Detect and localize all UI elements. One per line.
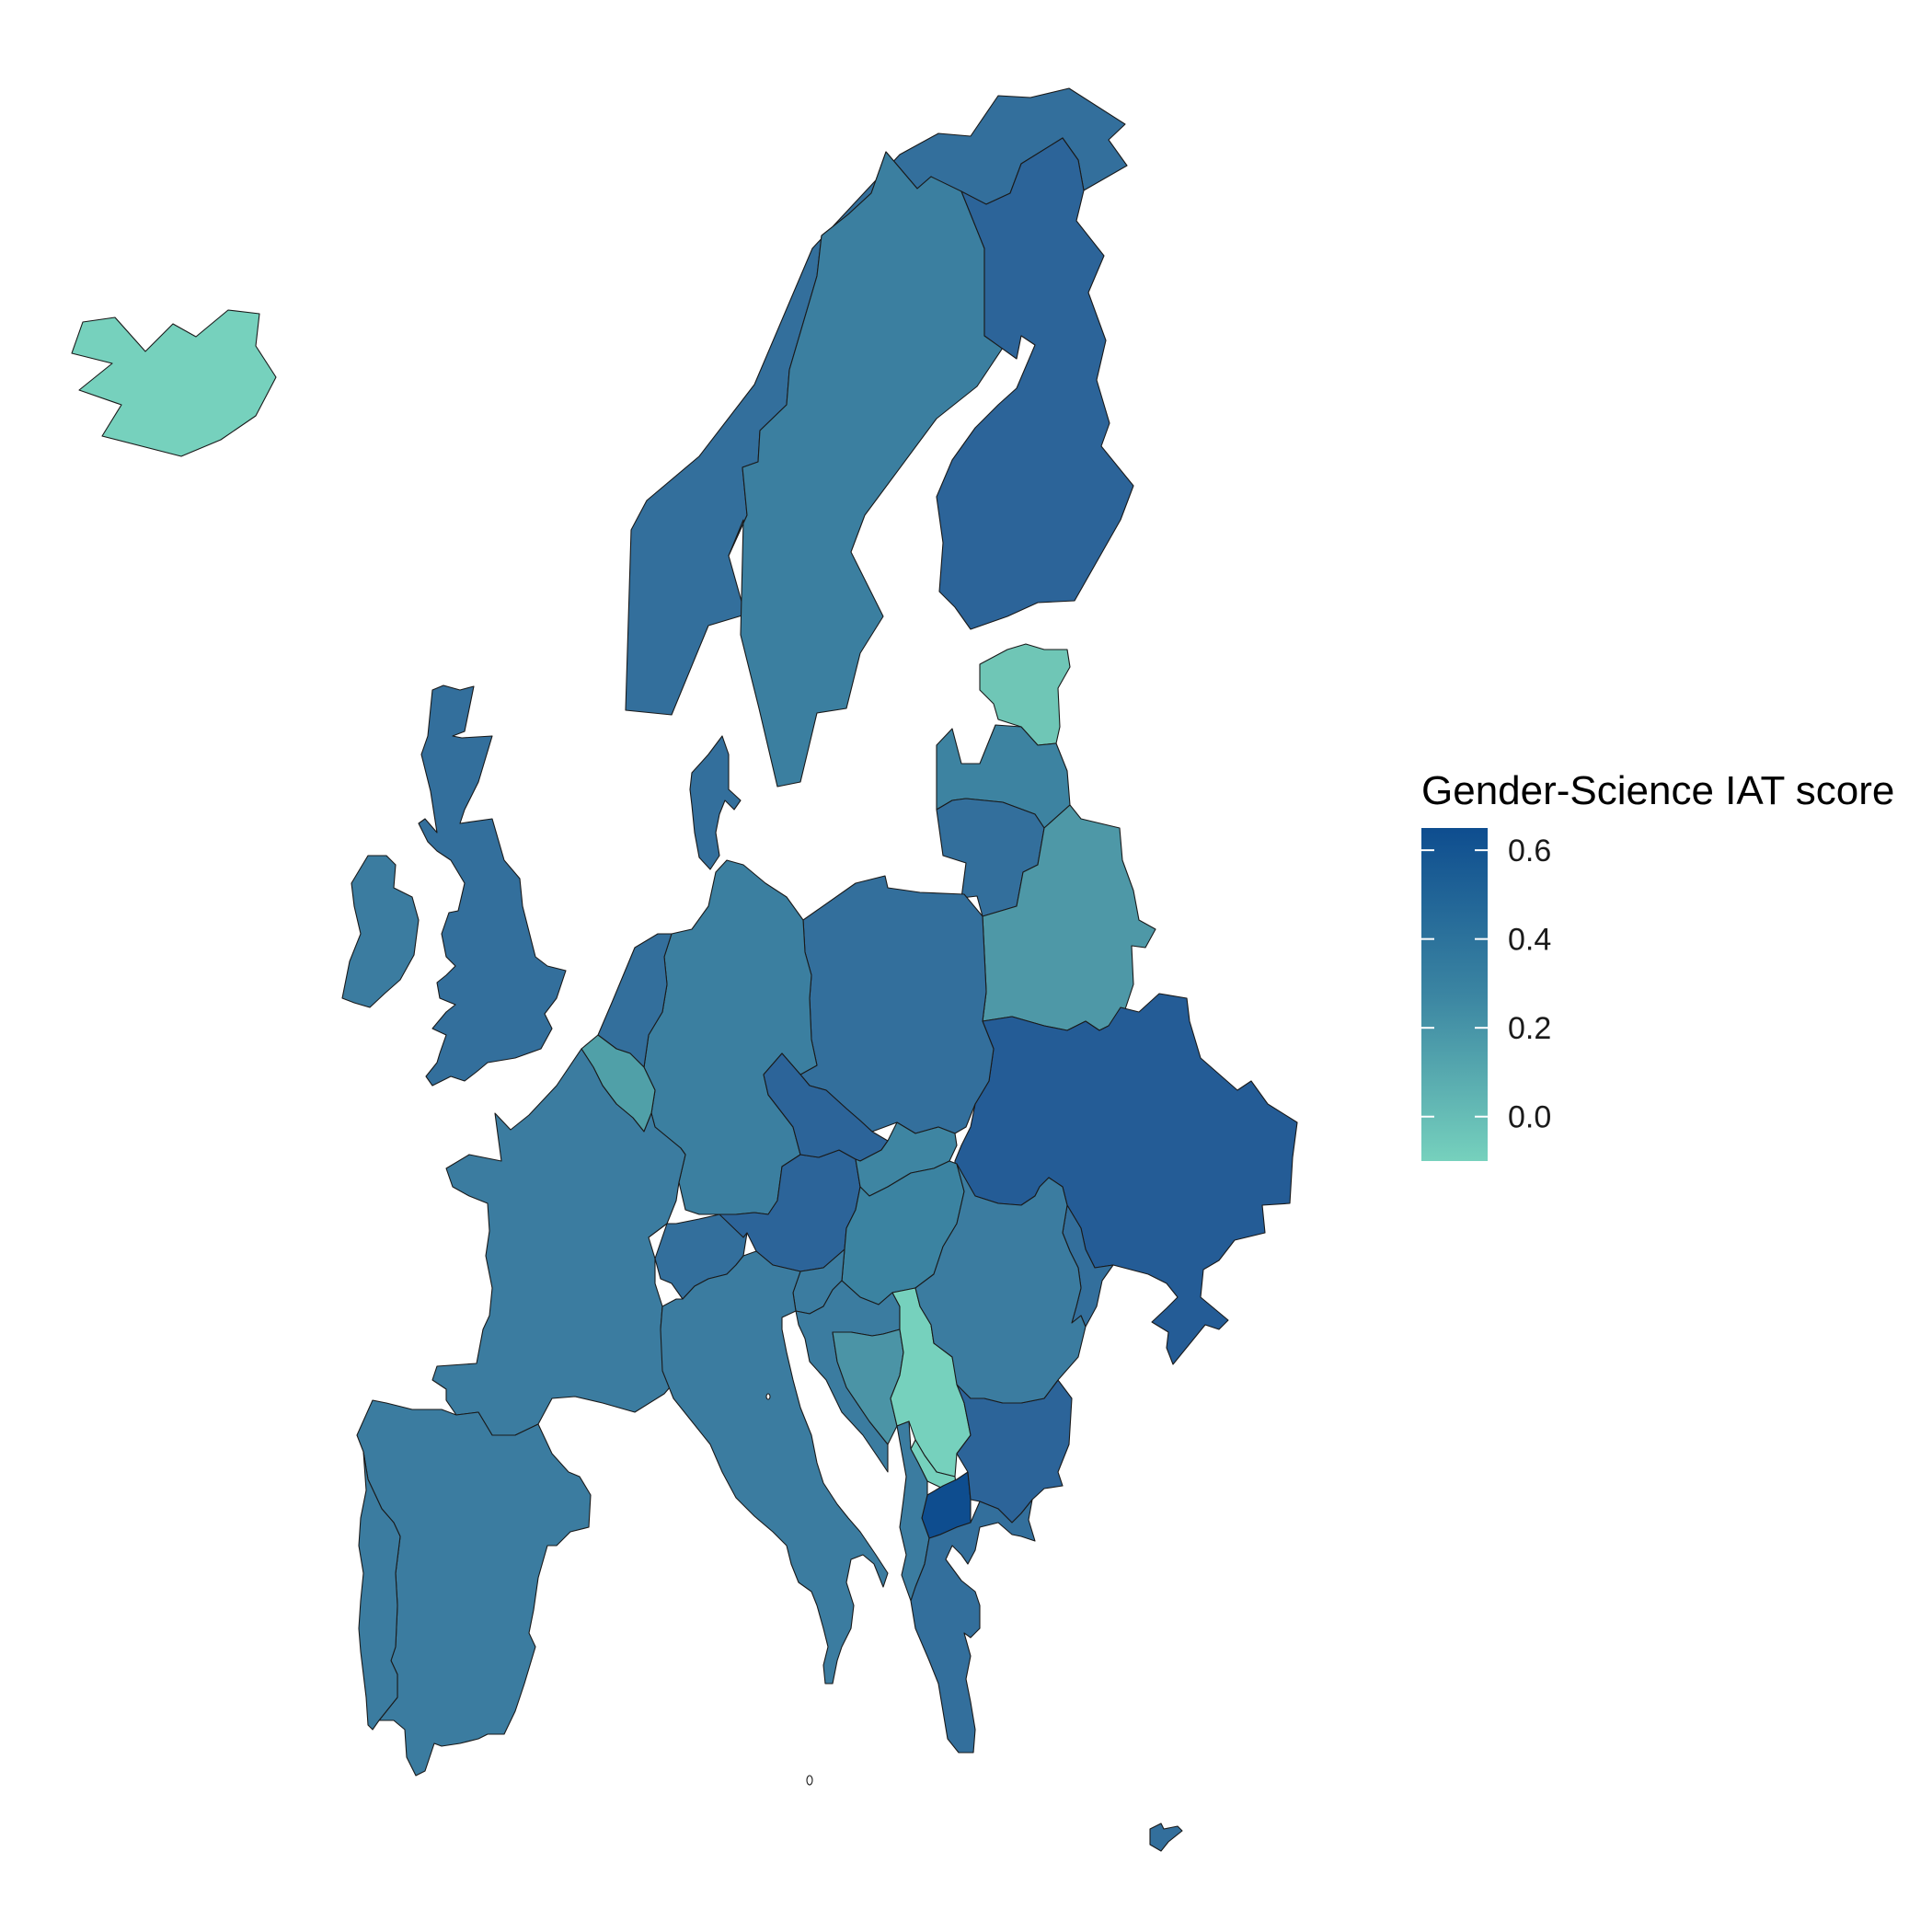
island-malta — [806, 1775, 813, 1786]
country-sweden — [728, 151, 1004, 788]
country-uk — [418, 684, 567, 1087]
country-czechia — [763, 1052, 889, 1162]
country-cyprus — [1149, 1823, 1183, 1852]
country-portugal — [358, 1451, 401, 1731]
country-estonia — [979, 643, 1071, 746]
legend: Gender-Science IAT score 0.6 0.4 0.2 0.0 — [1421, 768, 1894, 1161]
legend-ticks: 0.6 0.4 0.2 0.0 — [1421, 834, 1551, 1135]
island-adriatic — [765, 1393, 771, 1400]
country-greece — [910, 1499, 1036, 1754]
legend-colorbar — [1421, 828, 1488, 1161]
country-ireland — [341, 855, 420, 1008]
country-italy — [660, 1250, 889, 1685]
legend-tick-label: 0.2 — [1508, 1011, 1551, 1046]
country-romania — [914, 1163, 1087, 1404]
legend-tick-label: 0.0 — [1508, 1100, 1551, 1135]
country-iceland — [71, 309, 277, 457]
countries-layer — [71, 87, 1298, 1852]
legend-tick-label: 0.4 — [1508, 923, 1551, 958]
country-denmark — [689, 735, 742, 870]
country-finland — [936, 137, 1134, 630]
legend-title: Gender-Science IAT score — [1421, 768, 1894, 813]
legend-tick-label: 0.6 — [1508, 834, 1551, 868]
